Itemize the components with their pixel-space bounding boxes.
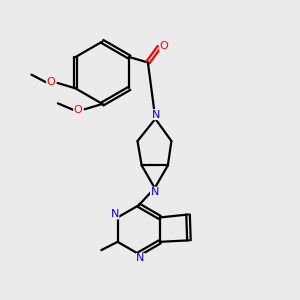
Text: N: N	[152, 110, 160, 120]
Text: N: N	[151, 187, 159, 197]
Text: O: O	[47, 77, 56, 87]
Text: N: N	[110, 209, 119, 219]
Text: O: O	[160, 40, 169, 50]
Text: O: O	[74, 105, 82, 115]
Text: N: N	[136, 254, 145, 263]
